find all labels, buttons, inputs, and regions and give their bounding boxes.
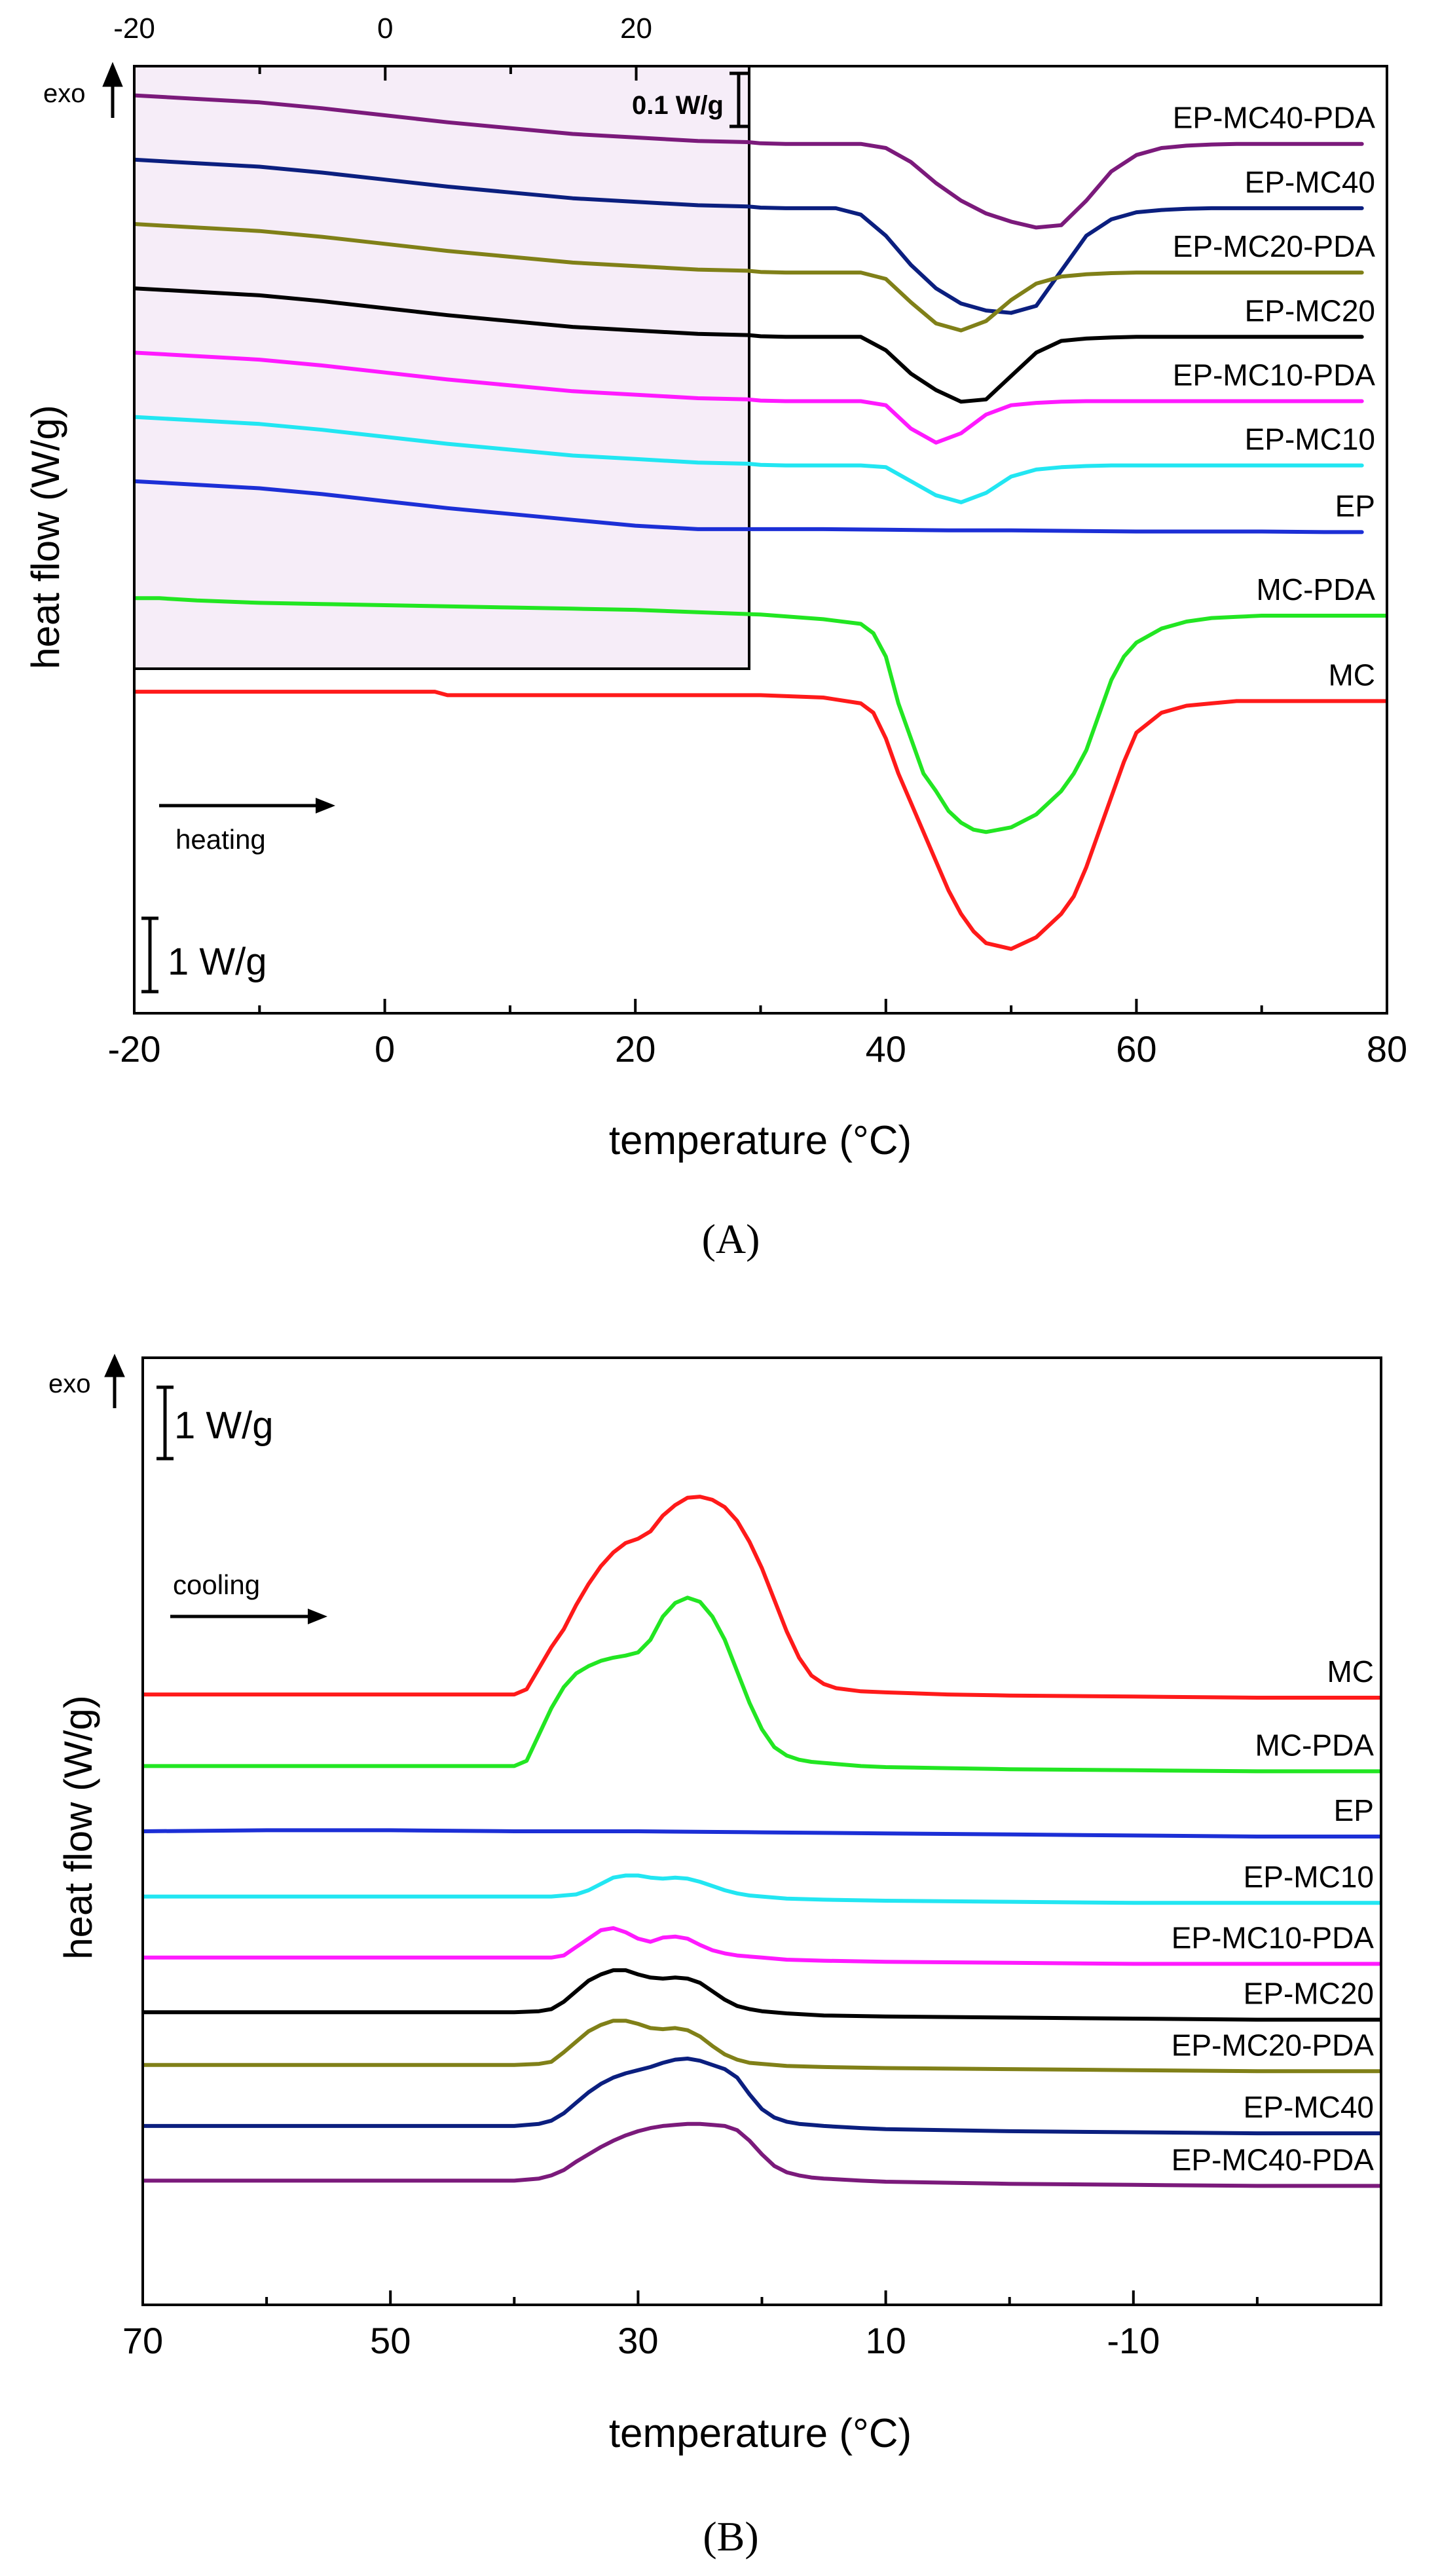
a-series-ep-mc20-pda bbox=[134, 222, 1364, 333]
a-x-tick-label: 60 bbox=[1116, 1028, 1156, 1070]
a-label-ep-mc40-pda: EP-MC40-PDA bbox=[1173, 101, 1376, 135]
b-series-mc-pda bbox=[143, 1596, 1381, 1774]
b-label-ep-mc20: EP-MC20 bbox=[1244, 1977, 1374, 2011]
a-top-tick-label: -20 bbox=[113, 12, 155, 45]
panel-b-legend: MC MC-PDA EP EP-MC10 EP-MC10-PDA EP-MC20 EP-MC… bbox=[1172, 1654, 1375, 2176]
a-top-tick-label: 20 bbox=[620, 12, 652, 45]
a-series-mc-pda bbox=[134, 596, 1387, 834]
b-x-tick-label: 70 bbox=[122, 2320, 163, 2361]
b-series-ep-mc40 bbox=[143, 2057, 1381, 2136]
a-series-ep-mc40 bbox=[134, 157, 1364, 315]
b-series-ep-mc20-pda bbox=[143, 2019, 1381, 2074]
panel-a: -20 0 20 40 60 80 -20 0 20 EP-MC40-PDAEP-MC40EP… bbox=[24, 12, 1407, 1262]
b-label-ep-mc40: EP-MC40 bbox=[1244, 2090, 1374, 2124]
a-x-tick-label: 20 bbox=[615, 1028, 655, 1070]
panel-a-inset-scale-label: 0.1 W/g bbox=[632, 91, 724, 120]
b-x-tick-label: 30 bbox=[618, 2320, 658, 2361]
panel-b-exo-label: exo bbox=[48, 1370, 91, 1398]
panel-a-x-axis-title: temperature (°C) bbox=[609, 1118, 912, 1163]
panel-a-y-axis-title: heat flow (W/g) bbox=[24, 405, 67, 669]
panel-b-scale-label: 1 W/g bbox=[174, 1404, 274, 1447]
a-label-ep-mc10: EP-MC10 bbox=[1245, 422, 1375, 457]
panel-b-cooling-arrow bbox=[170, 1609, 327, 1624]
panel-b-series bbox=[143, 1495, 1381, 2188]
a-label-ep: EP bbox=[1335, 489, 1375, 523]
panel-b-exo-arrow bbox=[104, 1353, 125, 1408]
a-series-ep-mc20 bbox=[134, 286, 1364, 404]
a-label-mc: MC bbox=[1328, 658, 1375, 692]
panel-a-label: (A) bbox=[702, 1216, 760, 1262]
a-series-ep bbox=[134, 479, 1364, 534]
b-label-ep-mc40-pda: EP-MC40-PDA bbox=[1172, 2142, 1375, 2176]
a-series-mc bbox=[134, 690, 1387, 951]
b-x-tick-label: 50 bbox=[370, 2320, 411, 2361]
panel-a-top-axis: -20 0 20 bbox=[113, 12, 652, 81]
panel-a-inset-shade bbox=[133, 65, 750, 670]
panel-b: 70 50 30 10 -10 MC MC-PDA EP EP-MC10 EP-MC10-PDA… bbox=[48, 1353, 1382, 2560]
panel-b-cooling-label: cooling bbox=[173, 1569, 260, 1600]
panel-a-heating-arrow bbox=[159, 798, 335, 813]
a-x-tick-label: 0 bbox=[375, 1028, 395, 1070]
a-top-tick-label: 0 bbox=[377, 12, 393, 45]
a-x-tick-label: -20 bbox=[108, 1028, 161, 1070]
panel-a-inset-scale-bar bbox=[729, 71, 748, 128]
a-x-tick-label: 80 bbox=[1367, 1028, 1407, 1070]
b-series-ep-mc20 bbox=[143, 1968, 1381, 2022]
a-label-ep-mc20-pda: EP-MC20-PDA bbox=[1173, 229, 1376, 263]
panel-a-exo-label: exo bbox=[43, 79, 86, 108]
b-x-tick-label: -10 bbox=[1107, 2320, 1160, 2361]
a-series-ep-mc40-pda bbox=[134, 93, 1364, 230]
a-label-ep-mc40: EP-MC40 bbox=[1245, 165, 1375, 199]
panel-a-legend: EP-MC40-PDA EP-MC40 EP-MC20-PDA EP-MC20 EP-M… bbox=[1173, 101, 1376, 692]
panel-b-scale-bar bbox=[157, 1385, 174, 1461]
panel-a-scale-label: 1 W/g bbox=[168, 941, 267, 983]
b-x-tick-label: 10 bbox=[865, 2320, 906, 2361]
a-label-ep-mc10-pda: EP-MC10-PDA bbox=[1173, 358, 1376, 392]
panel-a-heating-label: heating bbox=[175, 824, 266, 855]
a-x-tick-label: 40 bbox=[866, 1028, 906, 1070]
b-series-ep-mc10 bbox=[143, 1873, 1381, 1905]
panel-b-x-axis: 70 50 30 10 -10 bbox=[122, 2290, 1382, 2361]
panel-b-label: (B) bbox=[703, 2513, 758, 2560]
b-label-mc: MC bbox=[1327, 1654, 1374, 1689]
b-series-ep-mc10-pda bbox=[143, 1926, 1381, 1966]
a-series-ep-mc10 bbox=[134, 415, 1364, 504]
b-label-ep-mc20-pda: EP-MC20-PDA bbox=[1172, 2028, 1375, 2062]
b-label-ep-mc10-pda: EP-MC10-PDA bbox=[1172, 1920, 1375, 1954]
panel-b-x-axis-title: temperature (°C) bbox=[609, 2411, 912, 2456]
panel-a-x-axis: -20 0 20 40 60 80 bbox=[108, 999, 1407, 1070]
b-label-mc-pda: MC-PDA bbox=[1255, 1728, 1375, 1762]
a-series-ep-mc10-pda bbox=[134, 350, 1364, 445]
b-label-ep-mc10: EP-MC10 bbox=[1244, 1859, 1374, 1894]
b-series-ep-mc40-pda bbox=[143, 2121, 1381, 2188]
b-series-mc bbox=[143, 1495, 1381, 1700]
panel-a-series bbox=[134, 93, 1387, 951]
panel-a-scale-bar bbox=[141, 916, 158, 994]
panel-a-exo-arrow bbox=[102, 62, 123, 118]
b-series-ep bbox=[143, 1828, 1381, 1839]
a-label-mc-pda: MC-PDA bbox=[1257, 572, 1376, 607]
a-label-ep-mc20: EP-MC20 bbox=[1245, 293, 1375, 327]
panel-b-y-axis-title: heat flow (W/g) bbox=[56, 1695, 100, 1959]
b-label-ep: EP bbox=[1334, 1793, 1374, 1827]
